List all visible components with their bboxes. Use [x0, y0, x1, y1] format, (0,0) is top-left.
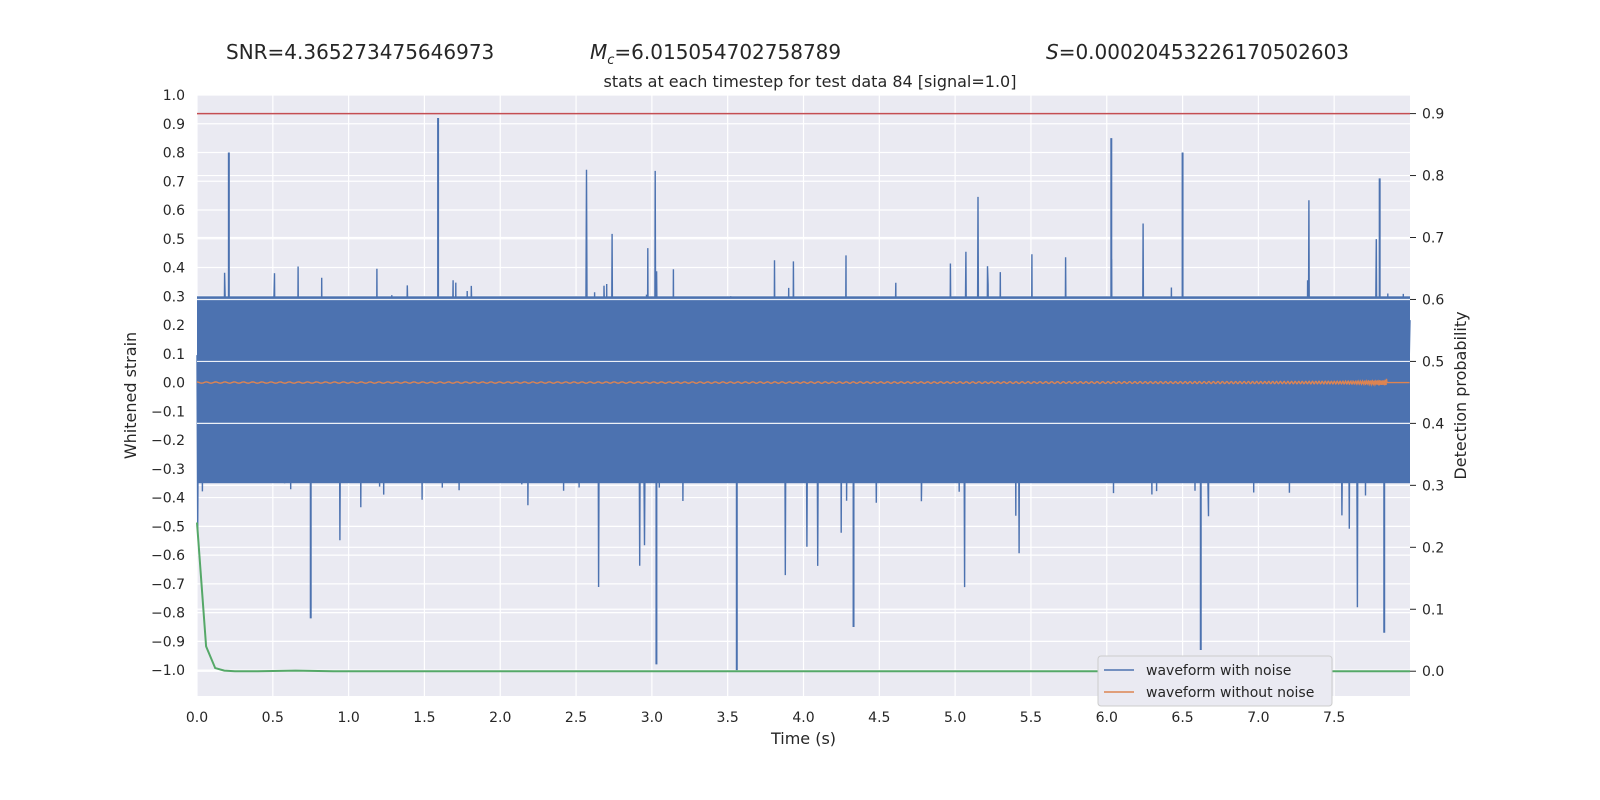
y2-tick-label: 0.8: [1422, 169, 1444, 185]
s-symbol: S: [1046, 40, 1059, 64]
legend-box: [1097, 655, 1333, 707]
y-tick-label: −0.5: [151, 519, 185, 535]
x-tick-label: 0.0: [186, 710, 208, 726]
y-tick-label: −0.4: [151, 491, 185, 507]
x-tick-label: 3.0: [641, 710, 663, 726]
y-tick-label: 0.1: [163, 347, 185, 363]
legend-label-clean: waveform without noise: [1146, 685, 1314, 701]
x-tick-label: 3.5: [717, 710, 739, 726]
detection-probability-line: [196, 522, 1410, 673]
y-tick-label: 0.0: [163, 376, 185, 392]
y-tick-label: −0.6: [151, 548, 185, 564]
y-tick-label: 0.4: [163, 261, 185, 277]
x-tick-label: 5.5: [1020, 710, 1042, 726]
y2-tick-label: 0.7: [1422, 231, 1444, 247]
y-tick-label: −0.3: [151, 462, 185, 478]
y-tick-label: −0.8: [151, 606, 185, 622]
x-tick-label: 6.5: [1171, 710, 1193, 726]
y-tick-label: 0.7: [163, 174, 185, 190]
y-tick-label: 0.8: [163, 146, 185, 162]
chirp-mass-subscript: c: [607, 53, 615, 68]
y-tick-label: 0.5: [163, 232, 185, 248]
x-axis-label: Time (s): [770, 729, 836, 748]
chart-title: stats at each timestep for test data 84 …: [603, 72, 1017, 91]
signal-layer: [196, 112, 1411, 673]
y-tick-label: −0.1: [151, 404, 185, 420]
x-tick-label: 4.0: [792, 710, 814, 726]
x-tick-label: 1.5: [413, 710, 435, 726]
x-tick-label: 6.0: [1096, 710, 1118, 726]
y2-tick-label: 0.3: [1422, 478, 1444, 494]
y2-tick-label: 0.2: [1422, 540, 1444, 556]
y-tick-label: −0.2: [151, 433, 185, 449]
y2-tick-label: 0.9: [1422, 107, 1444, 123]
chirp-mass-stat: Mc=6.015054702758789: [590, 40, 841, 68]
clean-waveform-line: [196, 378, 1410, 387]
y-tick-label: 0.6: [163, 203, 185, 219]
y-tick-label: −0.7: [151, 577, 185, 593]
y2-axis-label: Detection probability: [1451, 311, 1470, 479]
s-value: =0.00020453226170502603: [1058, 40, 1350, 64]
snr-stat: SNR=4.365273475646973: [226, 40, 494, 64]
axis-ticks: 0.0 0.5 1.0 1.5 2.0 2.5 3.0 3.5 4.0 4.5 5.0 5.5 6.0 6…: [151, 88, 1444, 726]
y-tick-label: −0.9: [151, 634, 185, 650]
y-tick-label: 0.9: [163, 117, 185, 133]
x-tick-label: 0.5: [262, 710, 284, 726]
y-tick-label: 0.2: [163, 318, 185, 334]
chirp-mass-symbol: M: [590, 40, 608, 64]
y2-tick-label: 0.4: [1422, 416, 1444, 432]
y2-tick-label: 0.0: [1422, 664, 1444, 680]
y-tick-label: −1.0: [151, 663, 185, 679]
x-tick-label: 1.0: [337, 710, 359, 726]
x-tick-label: 2.0: [489, 710, 511, 726]
y2-tick-label: 0.6: [1422, 292, 1444, 308]
y2-tick-label: 0.1: [1422, 602, 1444, 618]
legend: waveform with noise waveform without noi…: [1097, 655, 1333, 707]
legend-label-noise: waveform with noise: [1146, 663, 1291, 679]
x-tick-label: 7.0: [1247, 710, 1269, 726]
snr-text: SNR=4.365273475646973: [226, 40, 495, 64]
noisy-waveform-core: [197, 296, 1410, 484]
x-tick-label: 4.5: [868, 710, 890, 726]
y-tick-label: 0.3: [163, 289, 185, 305]
y-axis-label: Whitened strain: [121, 332, 140, 459]
y2-tick-label: 0.5: [1422, 354, 1444, 370]
x-tick-label: 7.5: [1323, 710, 1345, 726]
x-tick-label: 2.5: [565, 710, 587, 726]
chirp-mass-value: =6.015054702758789: [614, 40, 842, 64]
x-tick-label: 5.0: [944, 710, 966, 726]
s-stat: S=0.00020453226170502603: [1046, 40, 1349, 64]
y-tick-label: 1.0: [163, 88, 185, 104]
